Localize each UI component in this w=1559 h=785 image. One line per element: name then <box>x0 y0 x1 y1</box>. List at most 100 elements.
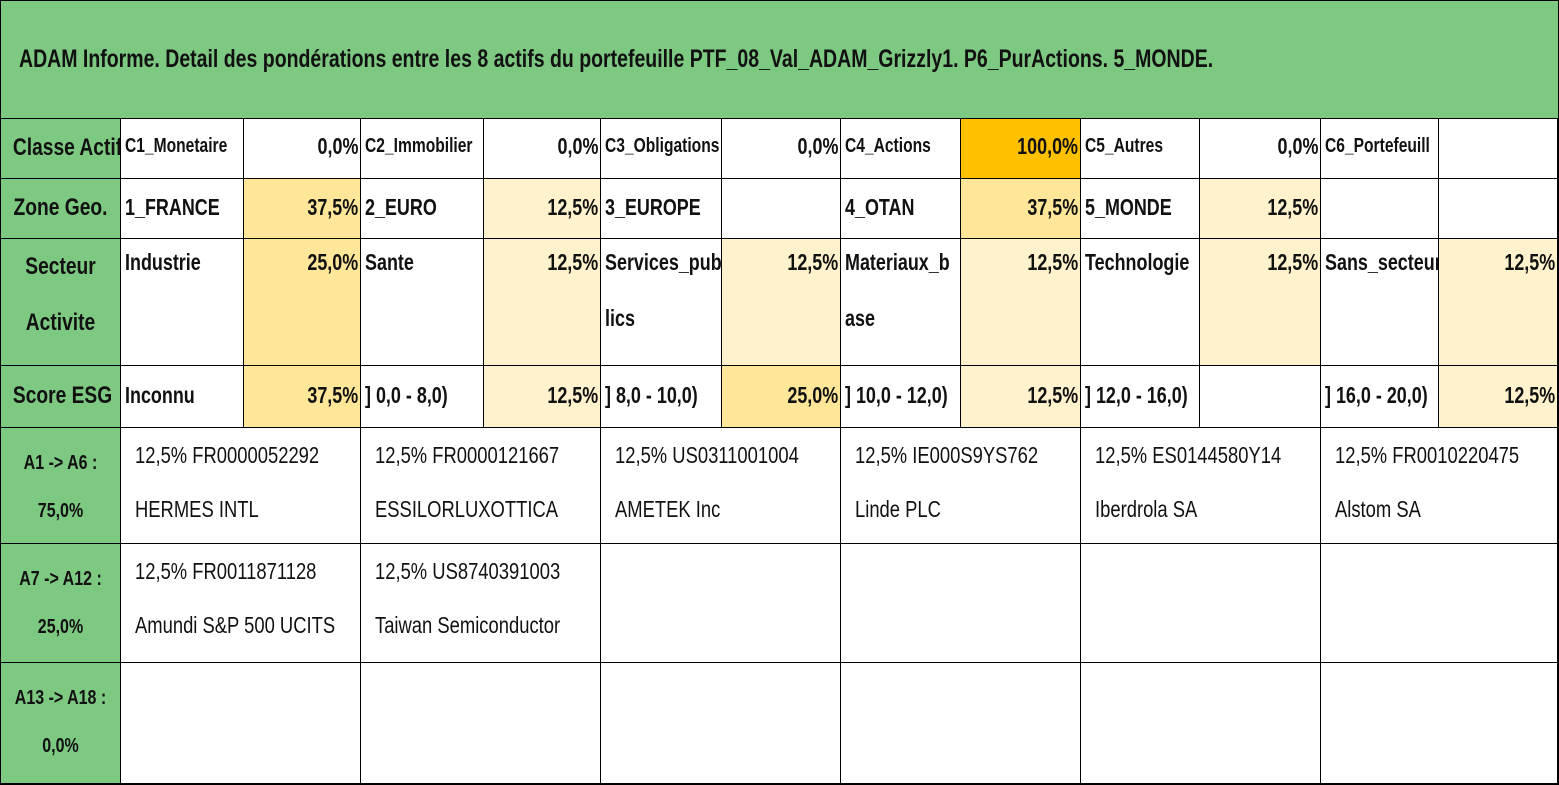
classe-label: C2_Immobilier <box>365 135 473 157</box>
asset-cell: 12,5% US0311001004 AMETEK Inc <box>601 428 841 544</box>
esg-value-cell <box>1200 366 1321 428</box>
esg-label: ] 0,0 - 8,0) <box>365 382 448 408</box>
secteur-label: Sante <box>365 249 414 275</box>
zone-value: 12,5% <box>547 194 598 220</box>
classe-label-cell: C2_Immobilier <box>361 119 484 179</box>
esg-value: 37,5% <box>307 382 358 408</box>
esg-value: 12,5% <box>1027 382 1078 408</box>
classe-label-cell: C6_Portefeuill <box>1321 119 1439 179</box>
secteur-label-cell: Services_pub lics <box>601 239 722 366</box>
secteur-value-cell: 12,5% <box>722 239 841 366</box>
asset-range-weight: 0,0% <box>42 735 79 757</box>
esg-label-cell: ] 12,0 - 16,0) <box>1081 366 1200 428</box>
zone-value: 37,5% <box>307 194 358 220</box>
classe-value-cell: 0,0% <box>722 119 841 179</box>
classe-value: 0,0% <box>557 133 598 159</box>
secteur-value: 25,0% <box>307 249 358 275</box>
asset-range-label: A7 -> A12 : <box>19 568 102 590</box>
zone-label-cell <box>1321 179 1439 239</box>
secteur-value-cell: 12,5% <box>1439 239 1558 366</box>
asset-weight-isin: 12,5% ES0144580Y14 <box>1095 442 1282 468</box>
esg-value: 12,5% <box>547 382 598 408</box>
zone-value-cell: 37,5% <box>961 179 1081 239</box>
asset-cell: 12,5% IE000S9YS762 Linde PLC <box>841 428 1081 544</box>
title-bar: ADAM Informe. Detail des pondérations en… <box>1 1 1558 119</box>
classe-label-cell: C1_Monetaire <box>121 119 244 179</box>
zone-label-cell: 4_OTAN <box>841 179 961 239</box>
row-header-label: Score ESG <box>12 382 113 409</box>
classe-value: 100,0% <box>1017 133 1078 159</box>
asset-cell: 12,5% FR0000052292 HERMES INTL <box>121 428 361 544</box>
zone-row-header: Zone Geo. <box>1 179 121 239</box>
classe-value-cell: 0,0% <box>484 119 601 179</box>
asset-row-header: A7 -> A12 : 25,0% <box>1 544 121 663</box>
secteur-label: Industrie <box>125 249 201 275</box>
secteur-label: Services_pub <box>605 249 722 275</box>
asset-row-header: A1 -> A6 : 75,0% <box>1 428 121 544</box>
asset-name: Taiwan Semiconductor <box>375 612 561 638</box>
esg-row-header: Score ESG <box>1 366 121 428</box>
row-header-label: Activite <box>25 309 96 336</box>
asset-cell <box>361 663 601 784</box>
zone-value: 37,5% <box>1027 194 1078 220</box>
secteur-value: 12,5% <box>1504 249 1555 275</box>
asset-weight-isin: 12,5% FR0010220475 <box>1335 442 1520 468</box>
row-header-label: Zone Geo. <box>13 194 108 221</box>
row-header-label: Secteur <box>25 253 96 280</box>
classe-label: C4_Actions <box>845 135 931 157</box>
classe-value-cell: 100,0% <box>961 119 1081 179</box>
asset-range-label: A13 -> A18 : <box>14 687 107 709</box>
classe-value: 0,0% <box>797 133 838 159</box>
asset-cell <box>601 544 841 663</box>
report-title: ADAM Informe. Detail des pondérations en… <box>19 45 1214 73</box>
secteur-label: Technologie <box>1085 249 1190 275</box>
asset-range-weight: 25,0% <box>37 616 84 638</box>
zone-value-cell: 37,5% <box>244 179 361 239</box>
secteur-label: Sans_secteur <box>1325 249 1439 275</box>
asset-range-label: A1 -> A6 : <box>23 452 98 474</box>
asset-cell <box>601 663 841 784</box>
asset-name: HERMES INTL <box>135 496 259 522</box>
zone-label: 4_OTAN <box>845 194 915 220</box>
asset-cell: 12,5% FR0011871128 Amundi S&P 500 UCITS <box>121 544 361 663</box>
asset-cell <box>841 544 1081 663</box>
asset-cell <box>121 663 361 784</box>
secteur-row-header: Secteur Activite <box>1 239 121 366</box>
esg-value-cell: 12,5% <box>484 366 601 428</box>
zone-label: 2_EURO <box>365 194 437 220</box>
asset-name: Linde PLC <box>855 496 941 522</box>
esg-label-cell: ] 0,0 - 8,0) <box>361 366 484 428</box>
secteur-label-cell: Sans_secteur <box>1321 239 1439 366</box>
zone-label-cell: 5_MONDE <box>1081 179 1200 239</box>
esg-value-cell: 12,5% <box>961 366 1081 428</box>
classe-value-cell: 0,0% <box>1200 119 1321 179</box>
asset-cell <box>1321 663 1558 784</box>
esg-label-cell: ] 16,0 - 20,0) <box>1321 366 1439 428</box>
asset-cell: 12,5% FR0010220475 Alstom SA <box>1321 428 1558 544</box>
classe-label: C5_Autres <box>1085 135 1164 157</box>
esg-label: ] 16,0 - 20,0) <box>1325 382 1428 408</box>
asset-weight-isin: 12,5% IE000S9YS762 <box>855 442 1039 468</box>
classe-label-cell: C5_Autres <box>1081 119 1200 179</box>
zone-label-cell: 3_EUROPE <box>601 179 722 239</box>
asset-name: Amundi S&P 500 UCITS <box>135 612 336 638</box>
asset-cell <box>1321 544 1558 663</box>
classe-label-cell: C3_Obligations <box>601 119 722 179</box>
secteur-label-cell: Sante <box>361 239 484 366</box>
esg-value-cell: 12,5% <box>1439 366 1558 428</box>
asset-cell: 12,5% ES0144580Y14 Iberdrola SA <box>1081 428 1321 544</box>
zone-label: 1_FRANCE <box>125 194 220 220</box>
zone-value-cell: 12,5% <box>484 179 601 239</box>
esg-label-cell: Inconnu <box>121 366 244 428</box>
secteur-label: Materiaux_b <box>845 249 950 275</box>
classe-value-cell: 0,0% <box>244 119 361 179</box>
esg-value-cell: 37,5% <box>244 366 361 428</box>
classe-value: 0,0% <box>317 133 358 159</box>
asset-range-weight: 75,0% <box>37 500 84 522</box>
esg-label: ] 10,0 - 12,0) <box>845 382 948 408</box>
asset-weight-isin: 12,5% FR0000121667 <box>375 442 560 468</box>
asset-cell: 12,5% FR0000121667 ESSILORLUXOTTICA <box>361 428 601 544</box>
classe-row-header: Classe Actif <box>1 119 121 179</box>
secteur-label-continuation: ase <box>845 305 875 331</box>
